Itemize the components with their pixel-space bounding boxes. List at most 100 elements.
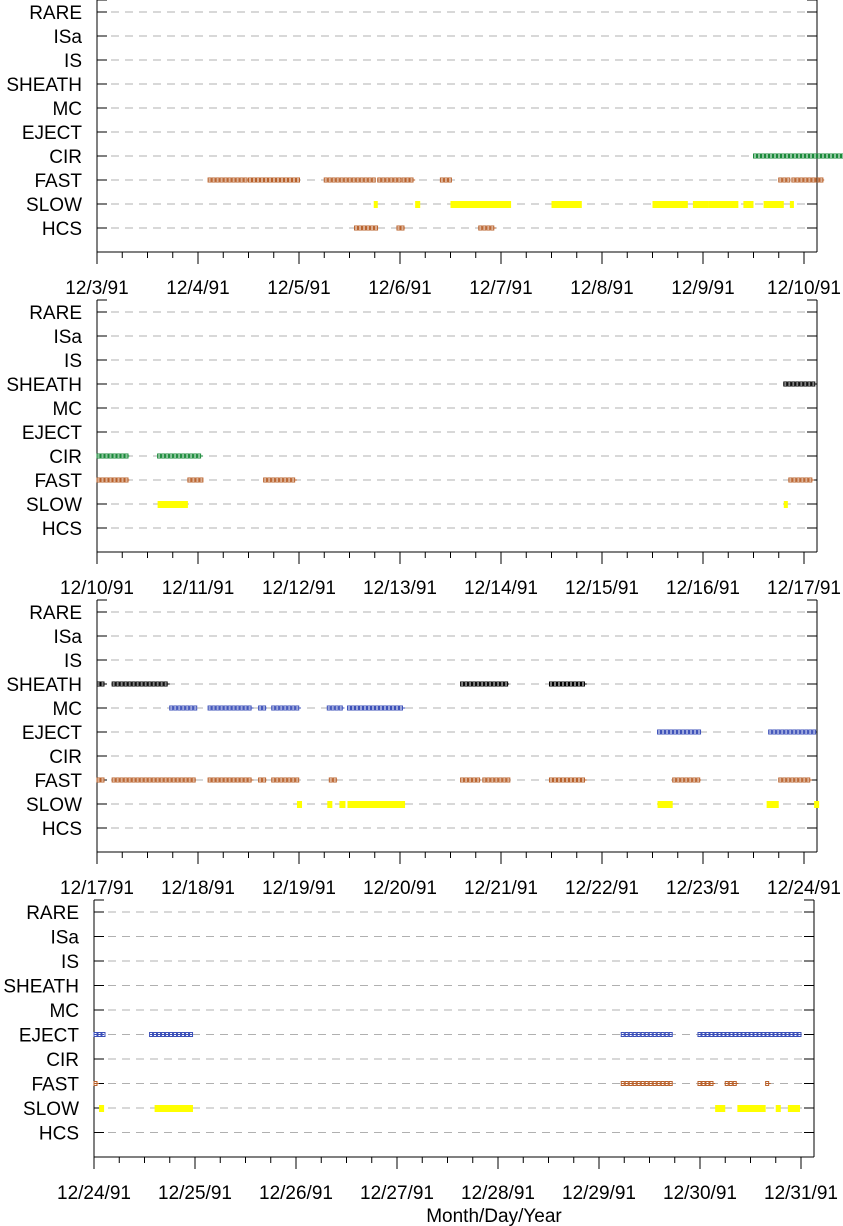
interval-marker-sheath xyxy=(488,681,493,687)
interval-marker-mc xyxy=(177,705,182,711)
interval-marker-cir xyxy=(797,153,801,159)
y-tick-label: CIR xyxy=(49,147,82,168)
interval-marker-fast xyxy=(243,177,248,183)
interval-marker-sheath xyxy=(787,381,792,387)
interval-marker-fast xyxy=(786,177,791,183)
interval-marker-eject xyxy=(165,1032,170,1037)
interval-marker-fast xyxy=(143,777,148,783)
interval-marker-fast xyxy=(786,777,791,783)
interval-marker-eject xyxy=(697,1032,702,1037)
interval-marker-eject xyxy=(800,729,805,735)
x-tick-label: 12/13/91 xyxy=(363,578,437,599)
interval-marker-mc xyxy=(271,705,276,711)
interval-marker-fast xyxy=(179,777,184,783)
interval-marker-fast xyxy=(652,1081,657,1086)
interval-marker-mc xyxy=(354,705,359,711)
x-tick-label: 12/22/91 xyxy=(565,878,639,899)
interval-marker-eject xyxy=(644,1032,649,1037)
slow-bar-slow xyxy=(154,1105,193,1112)
interval-marker-fast xyxy=(498,777,503,783)
interval-marker-eject xyxy=(757,1032,762,1037)
interval-marker-fast xyxy=(279,477,284,483)
interval-marker-fast xyxy=(447,177,452,183)
interval-marker-eject xyxy=(772,729,777,735)
interval-marker-cir xyxy=(112,453,117,459)
interval-marker-fast xyxy=(183,777,188,783)
x-tick-label: 12/29/91 xyxy=(562,1183,636,1204)
interval-marker-cir xyxy=(825,153,829,159)
interval-marker-fast xyxy=(291,477,296,483)
x-tick-label: 12/17/91 xyxy=(767,578,841,599)
interval-marker-fast xyxy=(672,777,677,783)
interval-marker-fast xyxy=(288,177,292,183)
interval-marker-eject xyxy=(668,1032,673,1037)
interval-marker-fast xyxy=(284,177,288,183)
interval-marker-sheath xyxy=(135,681,140,687)
y-tick-label: IS xyxy=(64,351,82,372)
interval-marker-eject xyxy=(665,729,670,735)
interval-marker-mc xyxy=(326,705,331,711)
interval-marker-fast xyxy=(802,777,807,783)
interval-marker-eject xyxy=(669,729,674,735)
interval-marker-mc xyxy=(181,705,186,711)
interval-marker-eject xyxy=(661,729,666,735)
interval-marker-mc xyxy=(295,705,300,711)
interval-marker-fast xyxy=(502,777,507,783)
slow-bar-slow xyxy=(327,801,333,808)
interval-marker-fast xyxy=(688,777,693,783)
interval-marker-fast xyxy=(335,177,340,183)
interval-marker-fast xyxy=(660,1081,665,1086)
interval-marker-fast xyxy=(656,1081,661,1086)
interval-marker-cir xyxy=(157,453,162,459)
slow-bar-slow xyxy=(415,201,421,208)
interval-marker-fast xyxy=(171,777,176,783)
slow-bar-slow xyxy=(783,501,788,508)
interval-marker-fast xyxy=(648,1081,653,1086)
interval-marker-mc xyxy=(235,705,240,711)
interval-marker-eject xyxy=(780,729,785,735)
interval-marker-fast xyxy=(794,777,799,783)
x-tick-label: 12/7/91 xyxy=(469,278,532,299)
interval-marker-eject xyxy=(97,1032,102,1037)
interval-marker-cir xyxy=(189,453,194,459)
interval-marker-fast xyxy=(556,777,561,783)
interval-marker-fast xyxy=(247,777,252,783)
interval-marker-mc xyxy=(239,705,244,711)
interval-marker-fast xyxy=(572,777,577,783)
interval-marker-fast xyxy=(159,777,164,783)
interval-marker-fast xyxy=(476,777,481,783)
interval-marker-fast xyxy=(628,1081,633,1086)
x-tick-label: 12/11/91 xyxy=(162,578,235,599)
interval-marker-mc xyxy=(330,705,335,711)
interval-marker-fast xyxy=(291,777,296,783)
interval-marker-cir xyxy=(841,153,843,159)
interval-marker-mc xyxy=(398,705,403,711)
x-tick-label: 12/21/91 xyxy=(464,878,538,899)
interval-marker-fast xyxy=(371,177,376,183)
x-tick-label: 12/27/91 xyxy=(360,1183,434,1204)
interval-marker-cir xyxy=(829,153,833,159)
interval-marker-eject xyxy=(632,1032,637,1037)
x-tick-label: 12/15/91 xyxy=(565,578,639,599)
x-tick-label: 12/26/91 xyxy=(259,1183,333,1204)
interval-marker-cir xyxy=(177,453,182,459)
slow-bar-slow xyxy=(657,801,673,808)
interval-marker-eject xyxy=(753,1032,758,1037)
interval-marker-mc xyxy=(374,705,379,711)
interval-marker-fast xyxy=(124,477,129,483)
interval-marker-fast xyxy=(215,777,220,783)
y-tick-label: FAST xyxy=(34,171,82,192)
interval-marker-fast xyxy=(296,177,300,183)
interval-marker-fast xyxy=(808,477,813,483)
interval-marker-mc xyxy=(366,705,371,711)
x-tick-label: 12/28/91 xyxy=(461,1183,535,1204)
interval-marker-eject xyxy=(773,1032,778,1037)
interval-marker-fast xyxy=(231,177,236,183)
y-tick-label: IS xyxy=(64,51,82,72)
interval-marker-fast xyxy=(401,177,406,183)
interval-marker-eject xyxy=(709,1032,714,1037)
interval-marker-eject xyxy=(657,729,662,735)
interval-marker-cir xyxy=(165,453,170,459)
slow-bar-slow xyxy=(715,1105,726,1112)
y-tick-label: ISa xyxy=(53,27,82,48)
